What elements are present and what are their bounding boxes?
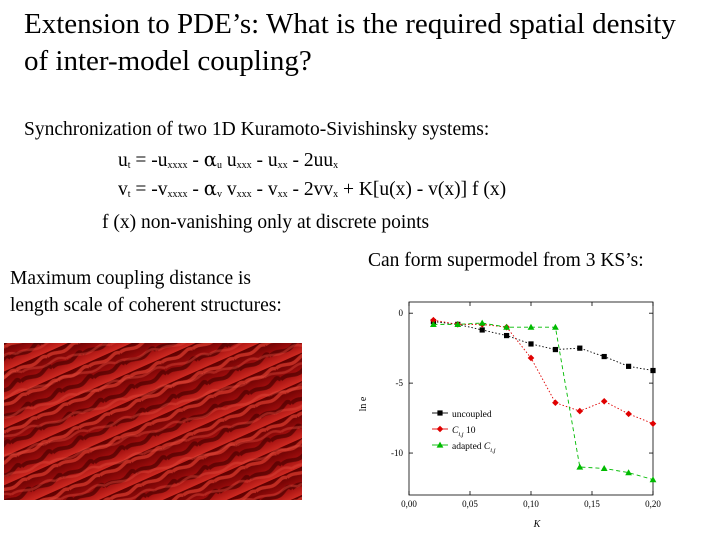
data-point-uncoupled bbox=[577, 345, 583, 351]
data-point-c10 bbox=[552, 399, 559, 406]
series-line-uncoupled bbox=[433, 321, 654, 371]
y-axis-ticks: 0 -5 -10 bbox=[391, 308, 653, 458]
legend-markers bbox=[432, 410, 448, 448]
eq2-xx: xx bbox=[277, 189, 288, 200]
eq2-alpha-sub: v bbox=[216, 189, 222, 200]
eq1-mid1: - bbox=[187, 150, 204, 171]
eq1-tail: - 2uu bbox=[287, 150, 334, 171]
x-axis-label: K bbox=[533, 519, 542, 528]
synchronization-error-chart: ln e K 0,00 0,05 0,10 0,15 0,20 0 -5 -10 uncou… bbox=[358, 301, 661, 528]
eq1-xxxx: xxxx bbox=[167, 160, 188, 171]
eq2-t-sub: t bbox=[127, 189, 131, 200]
eq1-mid2: - u bbox=[251, 150, 278, 171]
data-point-adapted bbox=[527, 323, 535, 330]
x-tick-label: 0,20 bbox=[645, 499, 661, 509]
data-point-adapted bbox=[576, 463, 584, 470]
data-point-uncoupled bbox=[479, 327, 485, 333]
data-point-adapted bbox=[649, 476, 657, 483]
eq2-eq: = -v bbox=[130, 179, 168, 200]
eq2-tail: - 2vv bbox=[287, 179, 334, 200]
data-point-uncoupled bbox=[601, 353, 607, 360]
eq2-xxxx: xxxx bbox=[167, 189, 188, 200]
series-line-c10 bbox=[433, 319, 654, 425]
series-line-adapted bbox=[433, 322, 654, 481]
slide-title: Extension to PDE’s: What is the required… bbox=[24, 8, 676, 77]
eq2-v2: v bbox=[221, 179, 237, 200]
y-tick-label: -5 bbox=[396, 378, 404, 388]
coupling-note: f (x) non-vanishing only at discrete poi… bbox=[102, 212, 430, 233]
legend-label-uncoupled: uncoupled bbox=[452, 410, 492, 420]
legend-marker-uncoupled bbox=[437, 410, 443, 416]
data-point-adapted bbox=[454, 320, 462, 327]
equation-u: ut = -uxxxx - αu uxxx - uxx - 2uux bbox=[118, 148, 338, 178]
eq2-xxx: xxx bbox=[236, 189, 252, 200]
legend-c10-tail: 10 bbox=[464, 426, 476, 436]
eq2-alpha: α bbox=[203, 177, 217, 200]
data-point-adapted bbox=[552, 323, 559, 330]
legend-adapted-c: C bbox=[484, 442, 491, 452]
data-point-adapted bbox=[478, 319, 486, 326]
data-point-adapted bbox=[430, 320, 437, 327]
legend-adapted-word: adapted bbox=[452, 442, 484, 452]
legend-c10-c: C bbox=[452, 426, 459, 436]
data-point-uncoupled bbox=[504, 332, 510, 339]
x-tick-label: 0,05 bbox=[462, 499, 478, 509]
coherent-structures-image bbox=[4, 343, 302, 500]
data-point-c10 bbox=[600, 397, 608, 405]
data-point-c10 bbox=[576, 407, 584, 415]
data-point-uncoupled bbox=[552, 346, 558, 353]
eq2-x: x bbox=[333, 189, 339, 200]
data-point-uncoupled bbox=[626, 363, 632, 369]
x-tick-label: 0,15 bbox=[584, 499, 600, 509]
data-point-uncoupled bbox=[528, 341, 534, 347]
eq1-eq: = -u bbox=[130, 150, 168, 171]
series-layer bbox=[430, 316, 657, 483]
data-point-c10 bbox=[625, 410, 632, 418]
legend-marker-adapted bbox=[436, 441, 444, 448]
left-caption-line-1: Maximum coupling distance is bbox=[10, 268, 252, 289]
eq2-v: v bbox=[118, 179, 128, 200]
intro-text: Synchronization of two 1D Kuramoto-Sivis… bbox=[24, 119, 490, 140]
series-uncoupled bbox=[430, 318, 656, 374]
eq2-mid1: - bbox=[187, 179, 204, 200]
eq1-u2: u bbox=[221, 150, 237, 171]
y-tick-label: 0 bbox=[399, 308, 404, 318]
eq1-alpha-sub: u bbox=[216, 160, 222, 171]
legend-label-adapted: adapted Ci,j bbox=[452, 442, 496, 454]
series-adapted bbox=[430, 319, 657, 483]
y-axis-label: ln e bbox=[358, 396, 369, 411]
legend-marker-c10 bbox=[436, 425, 444, 433]
eq2-coupling: + K[u(x) - v(x)] f (x) bbox=[338, 179, 507, 200]
data-point-c10 bbox=[649, 420, 657, 427]
plot-frame bbox=[408, 301, 654, 496]
eq1-t-sub: t bbox=[127, 160, 131, 171]
eq1-x: x bbox=[333, 160, 339, 171]
x-tick-label: 0,00 bbox=[401, 499, 417, 509]
data-point-adapted bbox=[503, 323, 510, 330]
eq1-u: u bbox=[118, 150, 128, 171]
eq1-alpha: α bbox=[203, 148, 217, 171]
x-tick-label: 0,10 bbox=[523, 499, 539, 509]
eq1-xxx: xxx bbox=[236, 160, 252, 171]
x-axis-ticks: 0,00 0,05 0,10 0,15 0,20 bbox=[401, 302, 661, 509]
equation-v: vt = -vxxxx - αv vxxx - vxx - 2vvx + K[u… bbox=[118, 177, 506, 207]
data-point-adapted bbox=[600, 465, 608, 472]
eq1-xx: xx bbox=[277, 160, 288, 171]
legend-label-c10: Ci,j 10 bbox=[452, 426, 476, 438]
legend-c10-sub: i,j bbox=[458, 431, 463, 438]
chart-legend: uncoupled Ci,j 10 adapted Ci,j bbox=[432, 410, 496, 454]
eq2-mid2: - v bbox=[251, 179, 278, 200]
right-caption: Can form supermodel from 3 KS’s: bbox=[368, 250, 644, 271]
data-point-adapted bbox=[625, 469, 632, 476]
data-point-uncoupled bbox=[650, 367, 656, 374]
y-tick-label: -10 bbox=[391, 448, 403, 458]
legend-adapted-sub: i,j bbox=[490, 447, 495, 454]
left-caption-line-2: length scale of coherent structures: bbox=[10, 295, 282, 316]
